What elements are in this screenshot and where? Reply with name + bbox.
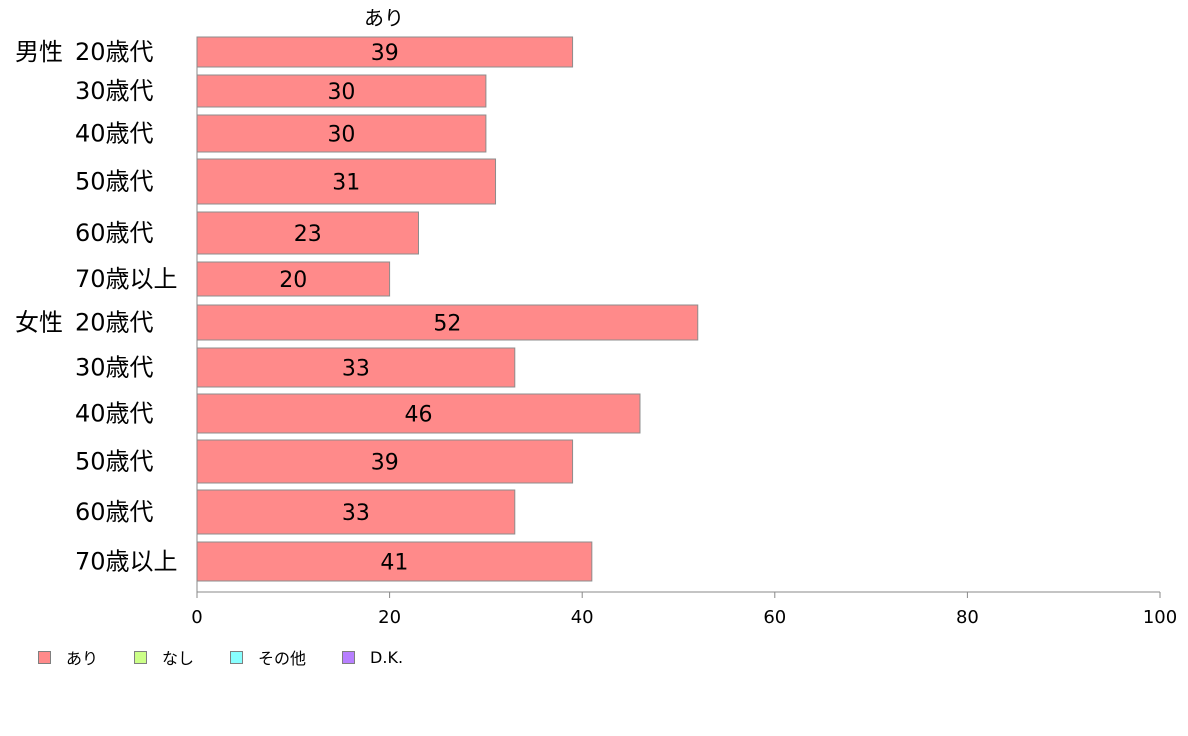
bar-value-label: 41 [380,551,408,576]
bar-value-label: 52 [433,312,461,337]
bar [196,158,497,205]
bar-value-label: 20 [279,268,307,293]
bar [196,211,419,255]
bar-value-label: 39 [371,451,399,476]
bar-value-label: 30 [327,80,355,105]
bar-value-label: 46 [404,403,432,428]
category-label: 30歳代 [75,354,154,382]
category-label: 50歳代 [75,448,154,476]
legend-swatch [134,650,148,664]
bar-value-label: 23 [294,222,322,247]
legend-label: なし [162,649,195,668]
bar [196,489,516,535]
bar-value-label: 31 [332,171,360,196]
bar [196,541,593,582]
category-label: 40歳代 [75,120,154,148]
bar [196,36,574,68]
bar [196,74,487,108]
group-label: 男性 [15,38,63,66]
category-label: 40歳代 [75,400,154,428]
legend-label: D.K. [370,647,404,667]
legend-item: その他 [230,645,306,669]
category-label: 20歳代 [75,309,154,337]
legend-item: あり [38,645,98,669]
category-label: 30歳代 [75,77,154,105]
x-tick-label: 80 [956,607,979,628]
legend-item: なし [134,645,194,669]
category-label: 60歳代 [75,498,154,526]
group-label: 女性 [15,309,63,337]
legend-swatch [342,650,356,664]
category-label: 70歳以上 [75,548,178,576]
legend-label: あり [66,649,99,668]
x-tick-label: 0 [191,607,202,628]
bar [196,439,574,484]
category-label: 70歳以上 [75,265,178,293]
bar [196,304,699,341]
category-label: 60歳代 [75,219,154,247]
column-header: あり [364,6,404,30]
x-tick-label: 100 [1143,607,1177,628]
category-label: 20歳代 [75,38,154,66]
bar-value-label: 33 [342,501,370,526]
legend-swatch [230,650,244,664]
legend-item: D.K. [342,648,403,667]
category-label: 50歳代 [75,168,154,196]
bar-value-label: 39 [371,41,399,66]
x-tick-label: 60 [763,607,786,628]
legend-swatch [38,650,51,664]
bar-value-label: 30 [327,123,355,148]
legend: あり なし その他 D.K. [38,645,439,669]
legend-label: その他 [258,649,307,668]
bar-value-label: 33 [342,357,370,382]
bar [196,114,487,153]
x-tick-label: 20 [378,607,401,628]
x-tick-label: 40 [571,607,594,628]
